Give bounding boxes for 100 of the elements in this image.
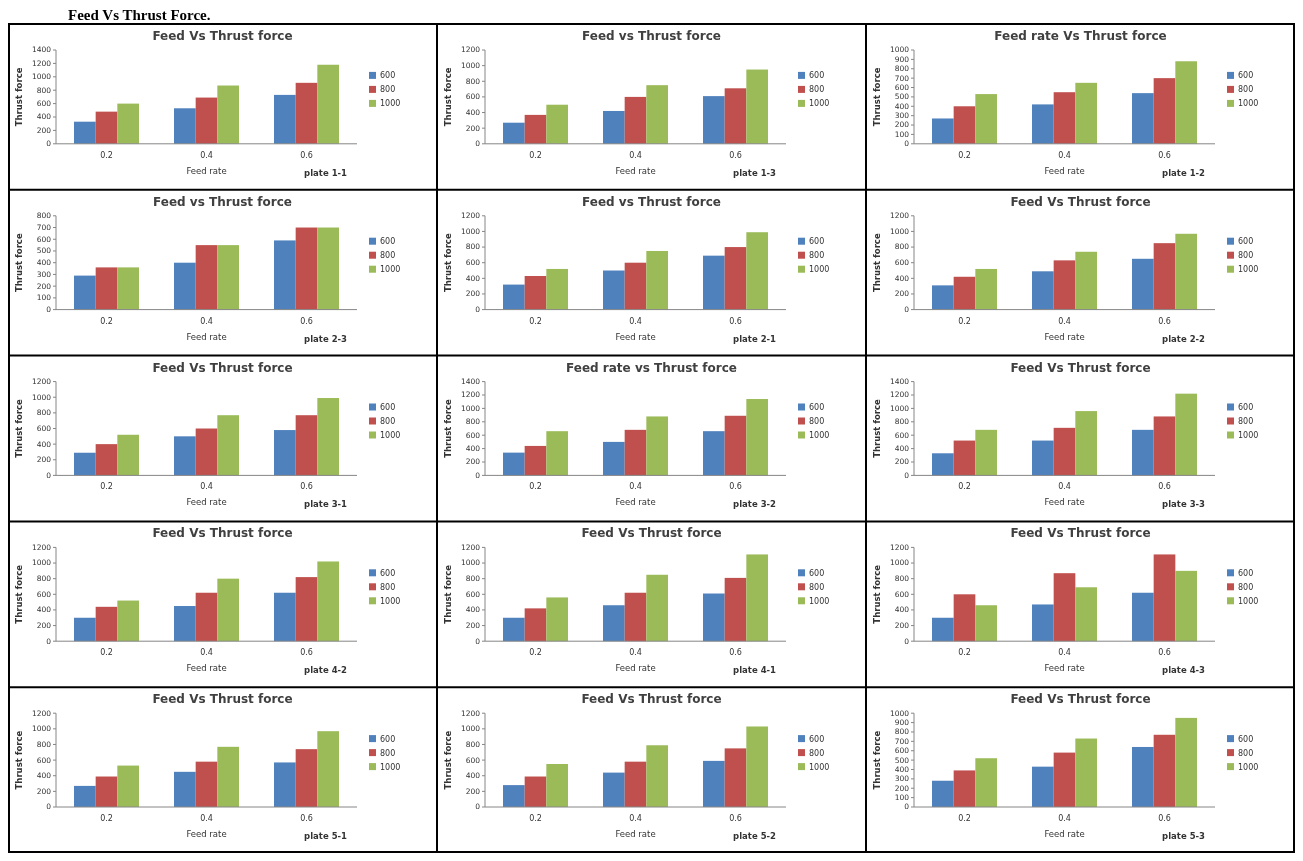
x-tick-label: 0.4: [629, 814, 642, 823]
bar: [953, 276, 976, 310]
legend-label: 800: [809, 748, 825, 758]
bar: [953, 440, 976, 476]
bar: [217, 85, 239, 144]
bar: [546, 104, 568, 144]
bar: [546, 764, 568, 807]
bar: [746, 69, 768, 144]
x-axis-title: Feed rate: [186, 663, 227, 674]
x-axis-title: Feed rate: [615, 497, 656, 508]
bar: [503, 785, 525, 807]
legend-label: 600: [1238, 568, 1254, 578]
legend-label: 1000: [380, 596, 401, 606]
x-tick-label: 0.6: [1158, 150, 1171, 160]
bar: [953, 770, 976, 807]
bar: [1153, 734, 1176, 807]
y-axis-title: Thrust force: [14, 398, 24, 458]
bar: [74, 617, 96, 642]
bar: [1075, 251, 1097, 310]
legend-label: 600: [809, 734, 825, 744]
x-tick-label: 0.4: [1058, 150, 1071, 160]
text: plate 2-1: [733, 333, 777, 344]
bar: [317, 227, 339, 310]
bar: [524, 445, 547, 476]
chart-title: Feed Vs Thrust force: [152, 692, 293, 707]
bar: [1053, 260, 1076, 310]
x-tick-label: 0.6: [300, 814, 313, 823]
bar: [1075, 82, 1097, 144]
y-axis-title: Thrust force: [443, 398, 453, 458]
text: plate 1-1: [304, 167, 348, 178]
legend-label: 1000: [809, 431, 830, 441]
text: plate 4-2: [304, 665, 348, 676]
legend-label: 800: [809, 85, 825, 95]
bar: [724, 88, 747, 144]
y-axis-title: Thrust force: [14, 564, 24, 624]
x-axis-title: Feed rate: [186, 829, 227, 839]
text: plate 3-1: [304, 499, 348, 510]
bar: [74, 275, 96, 310]
bar: [117, 267, 139, 310]
x-tick-label: 0.2: [529, 814, 542, 823]
y-axis-title: Thrust force: [14, 233, 24, 293]
bar: [932, 617, 954, 642]
y-axis-title: Thrust force: [14, 67, 24, 127]
bar: [546, 597, 568, 642]
bar: [953, 106, 976, 144]
bar: [746, 399, 768, 476]
bar: [524, 275, 547, 310]
bar: [1053, 92, 1076, 144]
bar: [546, 268, 568, 310]
bar: [975, 268, 997, 310]
x-axis-title: Feed rate: [186, 165, 227, 176]
bar: [624, 761, 647, 807]
bar: [546, 431, 568, 476]
legend-label: 600: [809, 568, 825, 578]
legend-label: 800: [1238, 85, 1254, 95]
bar: [95, 444, 118, 476]
bar: [317, 64, 339, 144]
bar: [646, 574, 668, 642]
y-axis-title: Thrust force: [872, 730, 882, 790]
bar: [1132, 429, 1154, 476]
x-tick-label: 0.6: [300, 150, 313, 160]
bar: [195, 428, 218, 476]
x-tick-label: 0.4: [629, 648, 642, 658]
text: plate 5-1: [304, 831, 348, 841]
bar: [274, 762, 296, 807]
x-axis-title: Feed rate: [186, 497, 227, 508]
text: plate 5-2: [733, 831, 777, 841]
bar: [1032, 440, 1054, 476]
x-tick-label: 0.4: [1058, 648, 1071, 658]
bar: [174, 771, 196, 807]
x-axis-title: Feed rate: [615, 165, 656, 176]
bar: [603, 605, 625, 642]
text: plate 2-2: [1162, 333, 1206, 344]
bar: [603, 441, 625, 476]
legend-label: 600: [1238, 237, 1254, 247]
bar: [174, 606, 196, 642]
bar: [1053, 427, 1076, 476]
bar: [274, 592, 296, 642]
bar: [1032, 604, 1054, 642]
bar: [703, 96, 725, 144]
legend-label: 1000: [809, 99, 830, 109]
bar: [1075, 411, 1097, 476]
bar: [603, 270, 625, 310]
legend-label: 600: [380, 71, 396, 81]
bar: [295, 415, 318, 476]
x-tick-label: 0.6: [729, 150, 742, 160]
y-axis-title: Thrust force: [443, 67, 453, 127]
bar: [1153, 554, 1176, 642]
bar: [274, 430, 296, 476]
legend-label: 1000: [1238, 431, 1259, 441]
x-axis-title: Feed rate: [1044, 165, 1085, 176]
x-tick-label: 0.4: [200, 316, 213, 326]
x-tick-label: 0.2: [958, 316, 971, 326]
bar: [1175, 717, 1197, 807]
bar: [1175, 570, 1197, 642]
legend-label: 600: [380, 237, 396, 247]
bar: [1075, 738, 1097, 807]
legend-label: 800: [380, 85, 396, 95]
bar: [524, 114, 547, 144]
bar: [524, 608, 547, 642]
